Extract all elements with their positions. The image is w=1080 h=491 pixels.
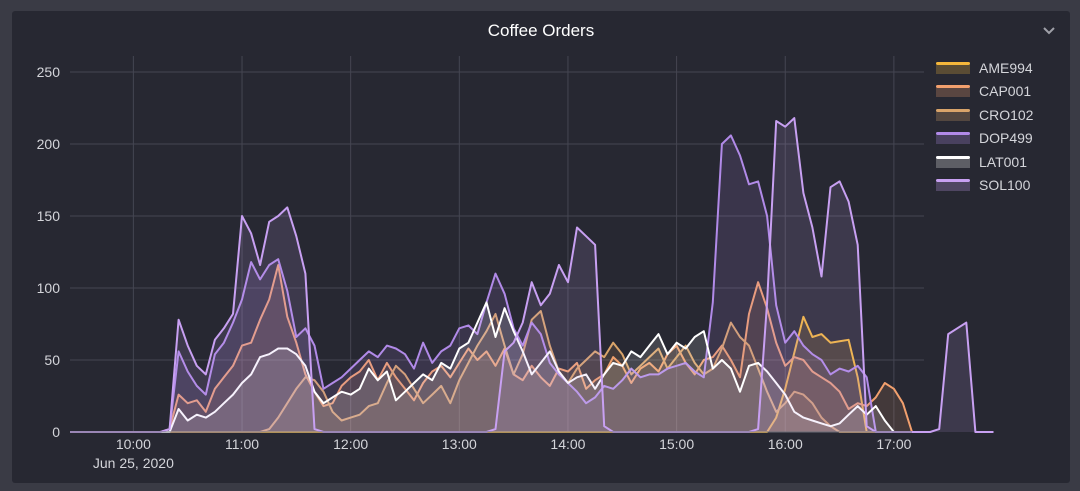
series-line-lat001[interactable]	[70, 301, 922, 433]
series-line-sol100[interactable]	[70, 117, 994, 433]
legend-swatch	[936, 108, 970, 121]
legend-swatch	[936, 61, 970, 74]
x-tick-label: 11:00	[225, 436, 259, 452]
legend: AME994 CAP001 CRO102 DOP499 LAT001 SOL100	[936, 56, 1033, 197]
legend-item-lat001[interactable]: LAT001	[936, 150, 1033, 174]
legend-swatch	[936, 85, 970, 98]
series-line-cap001[interactable]	[70, 264, 922, 433]
panel-title: Coffee Orders	[487, 21, 595, 40]
legend-item-cap001[interactable]: CAP001	[936, 80, 1033, 104]
y-tick-label: 150	[37, 208, 61, 224]
x-tick-label: 13:00	[442, 436, 477, 452]
y-tick-label: 100	[37, 280, 61, 296]
y-tick-label: 250	[37, 64, 61, 80]
legend-label: LAT001	[979, 153, 1027, 170]
x-date-label: Jun 25, 2020	[93, 455, 174, 471]
legend-item-sol100[interactable]: SOL100	[936, 174, 1033, 198]
x-tick-label: 17:00	[876, 436, 911, 452]
x-tick-label: 10:00	[116, 436, 151, 452]
chevron-down-icon[interactable]	[1040, 21, 1058, 39]
x-tick-label: 16:00	[768, 436, 803, 452]
y-tick-label: 0	[52, 424, 60, 440]
series-line-dop499[interactable]	[70, 134, 922, 433]
series-area-cap001	[70, 265, 922, 432]
legend-swatch	[936, 179, 970, 192]
x-tick-label: 12:00	[333, 436, 368, 452]
legend-item-ame994[interactable]: AME994	[936, 56, 1033, 80]
legend-label: AME994	[979, 59, 1033, 76]
legend-label: SOL100	[979, 177, 1031, 194]
series-area-sol100	[70, 118, 994, 432]
x-tick-label: 14:00	[550, 436, 585, 452]
legend-item-dop499[interactable]: DOP499	[936, 127, 1033, 151]
legend-label: CAP001	[979, 83, 1032, 100]
series-area-lat001	[70, 302, 922, 432]
series-area-dop499	[70, 135, 922, 432]
x-tick-label: 15:00	[659, 436, 694, 452]
legend-label: DOP499	[979, 130, 1033, 147]
legend-item-cro102[interactable]: CRO102	[936, 103, 1033, 127]
legend-swatch	[936, 132, 970, 145]
series-area-cro102	[70, 311, 922, 432]
y-tick-label: 200	[37, 136, 61, 152]
y-tick-label: 50	[44, 352, 60, 368]
legend-label: CRO102	[979, 106, 1034, 123]
legend-swatch	[936, 155, 970, 168]
series-area-ame994	[70, 316, 922, 432]
